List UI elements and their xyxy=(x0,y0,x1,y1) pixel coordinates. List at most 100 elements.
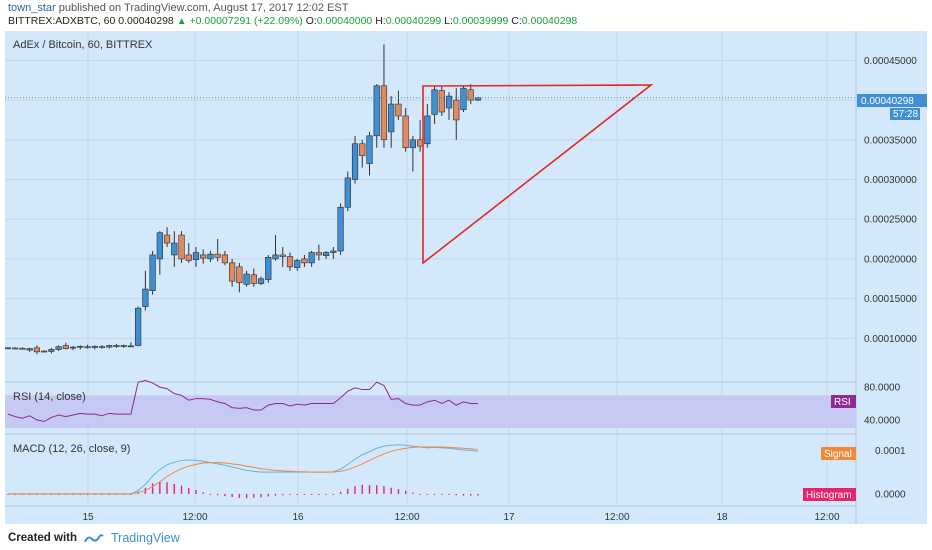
candle-body xyxy=(84,346,91,349)
candle-body xyxy=(192,252,200,261)
candle-body xyxy=(294,260,301,268)
candle-body xyxy=(308,252,315,264)
candle-body xyxy=(265,257,272,280)
candle-body xyxy=(359,143,366,156)
signal-line xyxy=(8,446,479,495)
candle-body xyxy=(62,345,69,349)
time-tick-label: 12:00 xyxy=(814,512,839,523)
last-price: 0.00040298 xyxy=(118,15,174,27)
footer: Created with TradingView xyxy=(0,528,932,550)
price-tick-label: 0.00015000 xyxy=(864,294,917,305)
price-badge xyxy=(857,94,927,107)
candle-body xyxy=(221,254,229,264)
candle-body xyxy=(388,103,395,133)
candle-body xyxy=(113,345,120,347)
time-tick-label: 18 xyxy=(716,512,728,523)
candle-body xyxy=(402,115,409,149)
time-tick-label: 12:00 xyxy=(604,512,629,523)
candle-body xyxy=(106,345,113,348)
candle-body xyxy=(135,307,142,346)
candle-body xyxy=(214,253,221,258)
time-tick-label: 12:00 xyxy=(182,512,207,523)
candle-body xyxy=(409,139,416,149)
close-label: C: xyxy=(511,15,522,27)
tradingview-logo-icon xyxy=(84,534,104,543)
time-tick-label: 17 xyxy=(503,512,515,523)
candle-body xyxy=(250,274,257,284)
open-label: O: xyxy=(305,15,317,27)
ascending-triangle-drawing[interactable] xyxy=(422,84,654,265)
candle-body xyxy=(149,254,156,291)
time-tick-label: 15 xyxy=(82,512,94,523)
candle-body xyxy=(120,345,127,347)
publish-line: town_star published on TradingView.com, … xyxy=(8,2,348,14)
candle-body xyxy=(286,256,294,268)
candle-body xyxy=(257,278,265,284)
countdown-badge xyxy=(890,108,920,120)
ohlc-line: BITTREX:ADXBTC, 60 0.00040298 ▲ +0.00007… xyxy=(8,15,577,27)
high-label: H: xyxy=(375,15,386,27)
low-label: L: xyxy=(444,15,453,27)
candle-body xyxy=(272,254,279,260)
price-tick-label: 0.00045000 xyxy=(864,56,917,67)
price-tick-label: 0.00035000 xyxy=(864,135,917,146)
candle-body xyxy=(142,288,149,307)
chart-canvas[interactable]: AdEx / Bitcoin, 60, BITTREX RSI (14, clo… xyxy=(5,31,927,524)
created-with-text: Created with xyxy=(8,532,78,544)
publish-header: town_star published on TradingView.com, … xyxy=(0,0,932,30)
up-triangle-icon: ▲ xyxy=(176,16,187,27)
candle-body xyxy=(163,234,171,244)
candle-body xyxy=(315,252,322,256)
price-tick-label: 0.00030000 xyxy=(864,175,917,186)
rsi-polyline xyxy=(7,380,478,423)
signal-legend-text: Signal xyxy=(824,449,852,460)
candle-body xyxy=(98,346,106,348)
candle-body xyxy=(424,115,431,145)
high-value: 0.00040299 xyxy=(385,15,442,27)
tradingview-brand-link[interactable]: TradingView xyxy=(111,531,180,545)
macd-series xyxy=(7,444,479,499)
author-link[interactable]: town_star xyxy=(8,2,56,14)
macd-tick-label: 0.0000 xyxy=(875,489,906,500)
candle-body xyxy=(373,85,380,137)
grid-lines xyxy=(5,31,856,506)
candle-body xyxy=(156,232,163,260)
candle-body xyxy=(445,95,453,109)
candle-body xyxy=(229,262,236,282)
change-text: +0.00007291 (+22.09%) xyxy=(189,15,303,27)
candle-body xyxy=(366,135,373,164)
candlestick-series xyxy=(5,44,482,355)
candle-body xyxy=(41,350,48,353)
histogram-legend-text: Histogram xyxy=(806,490,852,501)
open-value: 0.00040000 xyxy=(316,15,373,27)
candle-body xyxy=(323,252,330,257)
candle-body xyxy=(380,85,388,141)
candle-body xyxy=(460,87,467,110)
candle-body xyxy=(417,139,424,147)
candle-body xyxy=(171,242,178,256)
price-badge-text: 0.00040298 xyxy=(861,96,914,107)
candle-body xyxy=(26,348,33,351)
rsi-tick-label: 80.0000 xyxy=(864,383,901,394)
candle-body xyxy=(438,90,445,113)
countdown-text: 57:28 xyxy=(893,109,918,120)
price-tick-label: 0.00025000 xyxy=(864,215,917,226)
candle-body xyxy=(330,250,337,253)
candle-body xyxy=(185,254,192,261)
rsi-line xyxy=(7,380,478,423)
published-text: published on TradingView.com, August 17,… xyxy=(58,2,349,14)
candle-body xyxy=(279,254,286,257)
histogram-legend-badge xyxy=(803,488,856,501)
signal-legend-badge xyxy=(821,447,856,460)
rsi-legend-text: RSI xyxy=(834,397,851,408)
close-value: 0.00040298 xyxy=(521,15,578,27)
candle-body xyxy=(5,347,12,350)
time-tick-label: 12:00 xyxy=(394,512,419,523)
time-axis[interactable]: 15 12:00 16 12:00 17 12:00 18 12:00 xyxy=(82,512,840,523)
low-value: 0.00039999 xyxy=(452,15,509,27)
macd-pane-title: MACD (12, 26, close, 9) xyxy=(13,443,130,455)
rsi-legend-badge xyxy=(831,395,856,408)
candle-body xyxy=(77,345,84,348)
candle-body xyxy=(19,347,26,350)
candle-body xyxy=(351,143,359,180)
